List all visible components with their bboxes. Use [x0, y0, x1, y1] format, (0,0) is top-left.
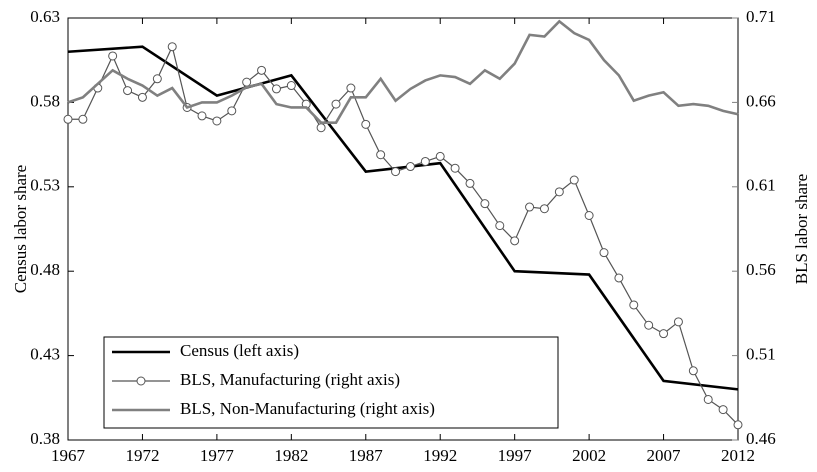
- series-line: [67, 45, 739, 391]
- data-point: [614, 273, 624, 283]
- y2-axis-label: BLS labor share: [792, 174, 811, 284]
- data-point: [599, 248, 609, 258]
- data-point: [673, 317, 683, 327]
- data-point: [167, 42, 177, 52]
- y-tick-label: 0.38: [30, 429, 60, 448]
- y2-tick-label: 0.61: [746, 176, 776, 195]
- x-tick-label: 1997: [498, 446, 533, 465]
- data-point: [495, 221, 505, 231]
- series-line: [67, 19, 739, 124]
- data-point: [197, 111, 207, 121]
- data-point: [63, 114, 73, 124]
- data-point: [331, 99, 341, 109]
- data-point: [123, 86, 133, 96]
- data-point: [361, 119, 371, 129]
- data-point: [78, 114, 88, 124]
- data-point: [569, 175, 579, 185]
- x-tick-label: 1982: [274, 446, 308, 465]
- data-point: [539, 204, 549, 214]
- y2-tick-label: 0.66: [746, 91, 776, 110]
- x-tick-label: 2002: [572, 446, 606, 465]
- y-tick-label: 0.63: [30, 7, 60, 26]
- data-point: [316, 123, 326, 133]
- data-point: [212, 116, 222, 126]
- data-point: [391, 167, 401, 177]
- y2-tick-label: 0.51: [746, 345, 776, 364]
- data-point: [405, 162, 415, 172]
- data-point: [688, 366, 698, 376]
- data-point: [242, 77, 252, 87]
- data-point: [718, 405, 728, 415]
- data-point: [554, 187, 564, 197]
- data-point: [227, 106, 237, 116]
- x-tick-label: 1967: [51, 446, 86, 465]
- y-tick-label: 0.48: [30, 260, 60, 279]
- series-line: [68, 44, 739, 426]
- data-point: [435, 151, 445, 161]
- data-point: [525, 202, 535, 212]
- data-point: [644, 320, 654, 330]
- x-tick-label: 1977: [200, 446, 235, 465]
- data-point: [584, 210, 594, 220]
- data-point: [465, 178, 475, 188]
- data-point: [629, 300, 639, 310]
- data-point: [733, 420, 743, 430]
- x-tick-label: 1987: [349, 446, 384, 465]
- x-tick-label: 2012: [721, 446, 755, 465]
- legend-box: [103, 336, 559, 429]
- x-tick-label: 2007: [647, 446, 682, 465]
- y2-tick-label: 0.46: [746, 429, 776, 448]
- data-point: [510, 236, 520, 246]
- legend-label: Census (left axis): [180, 341, 299, 360]
- x-tick-label: 1992: [423, 446, 457, 465]
- data-point: [271, 84, 281, 94]
- y2-tick-label: 0.71: [746, 7, 776, 26]
- data-point: [257, 65, 267, 75]
- data-point: [152, 74, 162, 84]
- y-tick-label: 0.43: [30, 345, 60, 364]
- x-tick-label: 1972: [125, 446, 159, 465]
- data-point: [376, 150, 386, 160]
- legend-label: BLS, Manufacturing (right axis): [180, 370, 400, 389]
- data-point: [108, 51, 118, 61]
- plot-frame: [67, 17, 739, 441]
- legend-marker: [136, 376, 146, 386]
- data-point: [286, 81, 296, 91]
- y-axis-label: Census labor share: [11, 165, 30, 293]
- data-point: [137, 92, 147, 102]
- data-point: [659, 329, 669, 339]
- data-point: [346, 83, 356, 93]
- y-tick-label: 0.58: [30, 91, 60, 110]
- data-point: [450, 163, 460, 173]
- data-point: [480, 199, 490, 209]
- data-point: [420, 156, 430, 166]
- legend-label: BLS, Non-Manufacturing (right axis): [180, 399, 435, 418]
- y2-tick-label: 0.56: [746, 260, 776, 279]
- y-tick-label: 0.53: [30, 176, 60, 195]
- data-point: [703, 394, 713, 404]
